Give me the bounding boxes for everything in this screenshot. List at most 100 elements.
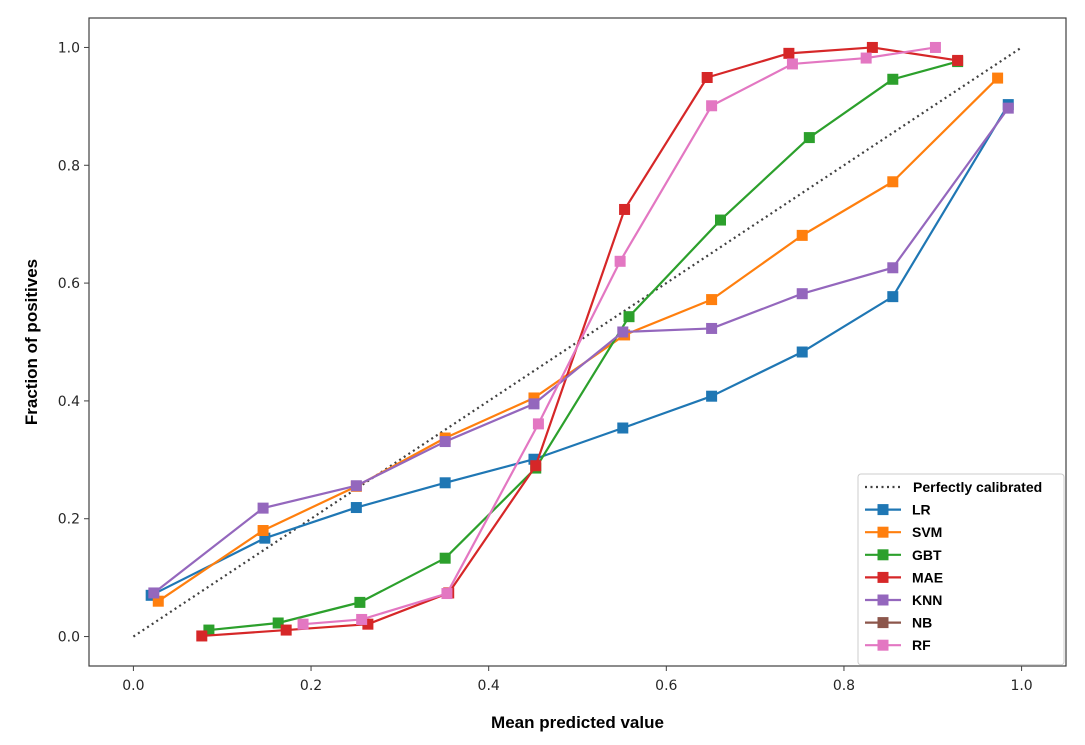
data-point-knn xyxy=(257,502,269,514)
legend-item: RF xyxy=(865,637,931,653)
legend-label: Perfectly calibrated xyxy=(913,479,1042,495)
data-point-mae xyxy=(619,203,631,215)
data-point-mae xyxy=(701,71,713,83)
series-line-gbt xyxy=(208,60,958,632)
perfectly-calibrated-line xyxy=(132,46,1023,638)
y-tick-label: 0.2 xyxy=(58,512,80,528)
data-point-lr xyxy=(887,291,899,303)
data-point-mae xyxy=(280,624,292,636)
legend-swatch-marker xyxy=(877,594,889,606)
legend-swatch-marker xyxy=(877,639,889,651)
legend-item: KNN xyxy=(865,592,942,608)
data-point-gbt xyxy=(714,214,726,226)
y-tick-label: 1.0 xyxy=(58,40,80,56)
x-tick-label: 0.4 xyxy=(478,678,500,694)
data-point-lr xyxy=(706,390,718,402)
legend-swatch-marker xyxy=(877,504,889,516)
ticks-layer: 0.0 0.2 0.4 0.6 0.8 1.0 0.0 0.2 0.4 0.6 0.8 1.0 xyxy=(58,40,1033,694)
x-tick-label: 0.8 xyxy=(833,678,855,694)
series-rf xyxy=(297,41,941,630)
data-point-rf xyxy=(614,255,626,267)
legend-item: NB xyxy=(865,615,932,631)
legend-item: LR xyxy=(865,502,931,518)
data-point-svm xyxy=(992,72,1004,84)
data-point-gbt xyxy=(887,73,899,85)
data-point-lr xyxy=(796,346,808,358)
x-axis-label: Mean predicted value xyxy=(491,713,664,732)
x-tick-label: 0.6 xyxy=(655,678,677,694)
data-point-gbt xyxy=(803,132,815,144)
data-point-gbt xyxy=(354,596,366,608)
x-tick-label: 0.0 xyxy=(122,678,144,694)
data-point-knn xyxy=(617,326,629,338)
data-point-knn xyxy=(1002,102,1014,114)
legend-label: LR xyxy=(912,502,931,518)
data-point-rf xyxy=(297,618,309,630)
legend-item: GBT xyxy=(865,547,942,563)
legend-swatch-marker xyxy=(877,617,889,629)
y-tick-label: 0.8 xyxy=(58,158,80,174)
data-point-svm xyxy=(152,595,164,607)
x-tick-label: 0.2 xyxy=(300,678,322,694)
data-point-knn xyxy=(796,288,808,300)
legend-swatch-marker xyxy=(877,571,889,583)
x-tick-label: 1.0 xyxy=(1010,678,1032,694)
data-point-lr xyxy=(528,453,540,465)
legend-label: SVM xyxy=(912,524,942,540)
data-point-knn xyxy=(439,436,451,448)
data-point-knn xyxy=(706,322,718,334)
data-point-gbt xyxy=(272,617,284,629)
legend-item: Perfectly calibrated xyxy=(865,479,1042,495)
data-point-knn xyxy=(887,262,899,274)
data-point-mae xyxy=(362,618,374,630)
data-point-gbt xyxy=(439,552,451,564)
series-knn xyxy=(148,102,1014,599)
reference-layer xyxy=(132,46,1023,638)
data-point-mae xyxy=(196,630,208,642)
series-gbt xyxy=(203,56,964,636)
data-point-svm xyxy=(706,294,718,306)
y-tick-label: 0.4 xyxy=(58,394,80,410)
data-point-rf xyxy=(356,613,368,625)
series-line-lr xyxy=(150,104,1010,597)
legend-label: KNN xyxy=(912,592,942,608)
data-point-rf xyxy=(532,418,544,430)
data-point-svm xyxy=(887,176,899,188)
series-line-mae xyxy=(201,46,958,638)
legend-item: SVM xyxy=(865,524,942,540)
data-point-mae xyxy=(783,47,795,59)
data-point-rf xyxy=(786,58,798,70)
data-point-knn xyxy=(148,587,160,599)
series-layer xyxy=(145,41,1014,642)
data-point-knn xyxy=(350,480,362,492)
y-tick-label: 0.0 xyxy=(58,630,80,646)
data-point-lr xyxy=(439,477,451,489)
plot-frame xyxy=(88,17,1067,667)
data-point-rf xyxy=(706,100,718,112)
legend-swatch-marker xyxy=(877,549,889,561)
data-point-lr xyxy=(350,502,362,514)
legend-items: Perfectly calibrated LR SVM GBT MAE KNN NB RF xyxy=(865,479,1042,653)
data-point-svm xyxy=(257,525,269,537)
data-point-svm xyxy=(796,229,808,241)
data-point-rf xyxy=(860,52,872,64)
data-point-mae xyxy=(530,460,542,472)
y-tick-label: 0.6 xyxy=(58,276,80,292)
legend-label: MAE xyxy=(912,569,943,585)
y-axis-label: Fraction of positives xyxy=(22,259,41,425)
legend-label: RF xyxy=(912,637,931,653)
legend-box xyxy=(857,473,1065,666)
series-line-knn xyxy=(153,107,1010,594)
data-point-knn xyxy=(528,398,540,410)
legend-label: NB xyxy=(912,615,932,631)
legend-label: GBT xyxy=(912,547,942,563)
data-point-lr xyxy=(259,532,271,544)
data-point-gbt xyxy=(623,311,635,323)
data-point-rf xyxy=(929,41,941,53)
legend-swatch-marker xyxy=(877,526,889,538)
data-point-lr xyxy=(617,422,629,434)
data-point-mae xyxy=(866,41,878,53)
data-point-gbt xyxy=(203,624,215,636)
data-point-svm xyxy=(528,392,540,404)
